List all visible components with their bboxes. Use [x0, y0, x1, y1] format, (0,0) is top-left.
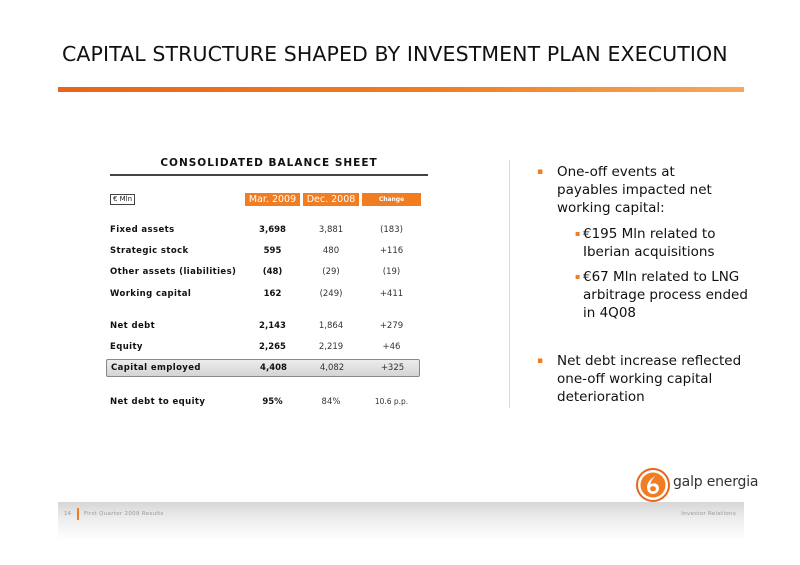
balance-sheet-title: CONSOLIDATED BALANCE SHEET: [160, 157, 378, 169]
row-label: Net debt to equity: [110, 397, 206, 407]
value-mar-2009: 2,143: [259, 321, 286, 331]
table-row: Other assets (liabilities) (48) (29) (19…: [110, 265, 420, 279]
table-row: Working capital 162 (249) +411: [110, 287, 420, 301]
row-label: Capital employed: [111, 363, 201, 373]
value-dec-2008: (249): [319, 289, 343, 299]
value-mar-2009: 595: [263, 246, 282, 256]
column-header-change: Change: [362, 193, 421, 206]
value-change: +411: [379, 289, 404, 299]
column-divider: [509, 160, 510, 408]
bullet-text: €195 Mln related to Iberian acquisitions: [583, 226, 716, 260]
bullet-text: Net debt increase reflected one-off work…: [557, 353, 742, 405]
value-change: +279: [379, 321, 404, 331]
value-dec-2008: 4,082: [319, 363, 345, 373]
value-dec-2008: 3,881: [318, 225, 344, 235]
table-row-capital-employed: Capital employed 4,408 4,082 +325: [106, 359, 420, 377]
slide-title: CAPITAL STRUCTURE SHAPED BY INVESTMENT P…: [62, 42, 728, 66]
footer-bar: 14 First Quarter 2009 Results Investor R…: [58, 502, 744, 540]
bullet-marker-icon: ▪: [537, 356, 544, 366]
value-change: (19): [382, 267, 401, 277]
row-label: Equity: [110, 342, 143, 352]
table-row: Net debt to equity 95% 84% 10.6 p.p.: [110, 395, 420, 409]
table-row: Fixed assets 3,698 3,881 (183): [110, 223, 420, 237]
row-label: Other assets (liabilities): [110, 267, 237, 277]
value-mar-2009: 4,408: [260, 363, 287, 373]
bullet-text: One-off events at payables impacted net …: [557, 164, 712, 216]
value-change: +325: [380, 363, 405, 373]
brand-logo-text: galp energia: [673, 474, 759, 490]
value-change: (183): [380, 225, 403, 235]
sub-bullet-point: ▪ €195 Mln related to Iberian acquisitio…: [575, 225, 753, 261]
column-header-mar-2009: Mar. 2009: [245, 193, 300, 206]
column-header-dec-2008: Dec. 2008: [303, 193, 359, 206]
value-dec-2008: (29): [322, 267, 340, 277]
page-number: 14: [64, 511, 71, 517]
sub-bullet-point: ▪ €67 Mln related to LNG arbitrage proce…: [575, 268, 753, 322]
row-label: Net debt: [110, 321, 156, 331]
unit-label: € Mln: [110, 194, 135, 205]
value-dec-2008: 84%: [321, 397, 341, 407]
value-mar-2009: 162: [263, 289, 282, 299]
table-row: Strategic stock 595 480 +116: [110, 244, 420, 258]
galp-flame-logo-icon: [636, 468, 670, 502]
bullet-point: ▪ Net debt increase reflected one-off wo…: [537, 352, 747, 406]
bullet-marker-icon: ▪: [575, 229, 581, 238]
value-change: +116: [379, 246, 404, 256]
value-mar-2009: (48): [262, 267, 283, 277]
value-dec-2008: 480: [322, 246, 340, 256]
bullet-point: ▪ One-off events at payables impacted ne…: [537, 163, 737, 217]
table-row: Net debt 2,143 1,864 +279: [110, 319, 420, 333]
bullet-marker-icon: ▪: [537, 167, 544, 177]
value-dec-2008: 1,864: [318, 321, 344, 331]
row-label: Working capital: [110, 289, 192, 299]
value-mar-2009: 3,698: [259, 225, 286, 235]
title-underline: [58, 87, 744, 92]
value-mar-2009: 2,265: [259, 342, 286, 352]
footer-separator: [77, 508, 79, 520]
balance-sheet-rule: [110, 174, 428, 176]
value-mar-2009: 95%: [262, 397, 283, 407]
value-dec-2008: 2,219: [318, 342, 344, 352]
footer-right-text: Investor Relations: [681, 511, 736, 517]
table-row: Equity 2,265 2,219 +46: [110, 340, 420, 354]
row-label: Strategic stock: [110, 246, 189, 256]
bullet-text: €67 Mln related to LNG arbitrage process…: [583, 269, 748, 321]
row-label: Fixed assets: [110, 225, 175, 235]
footer-left-text: First Quarter 2009 Results: [84, 511, 164, 517]
value-change: 10.6 p.p.: [374, 397, 409, 406]
value-change: +46: [382, 342, 401, 352]
bullet-marker-icon: ▪: [575, 272, 581, 281]
